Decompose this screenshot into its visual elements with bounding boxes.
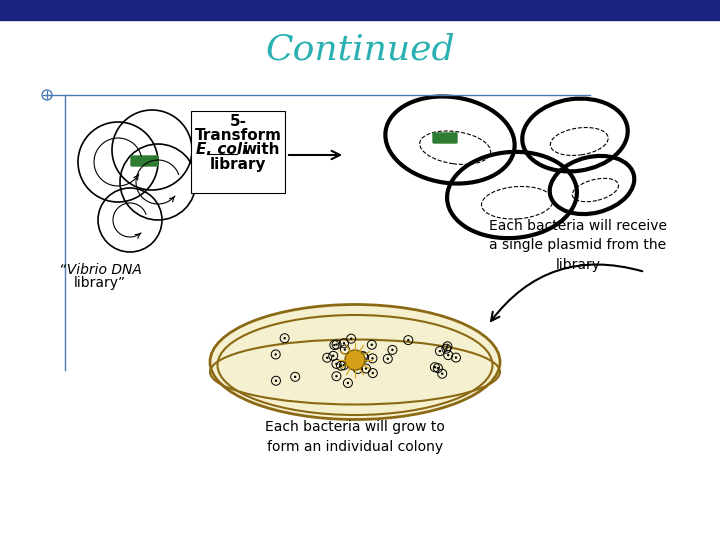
Circle shape (371, 343, 373, 346)
Circle shape (284, 337, 286, 340)
Circle shape (275, 380, 277, 382)
Circle shape (340, 364, 342, 367)
Circle shape (407, 339, 410, 341)
Text: Transform: Transform (194, 129, 282, 144)
Circle shape (441, 373, 444, 375)
Text: Continued: Continued (265, 33, 455, 67)
Circle shape (387, 357, 389, 360)
Circle shape (436, 367, 439, 369)
Circle shape (455, 356, 457, 359)
Text: E. coli: E. coli (197, 143, 248, 158)
Circle shape (350, 338, 352, 340)
Circle shape (365, 367, 367, 370)
Circle shape (294, 376, 297, 378)
Text: Each bacteria will grow to
form an individual colony: Each bacteria will grow to form an indiv… (265, 420, 445, 454)
Circle shape (333, 344, 336, 346)
Circle shape (447, 354, 449, 356)
Circle shape (356, 368, 359, 370)
FancyBboxPatch shape (131, 156, 158, 166)
Circle shape (363, 356, 365, 359)
Circle shape (445, 348, 448, 350)
Ellipse shape (210, 305, 500, 420)
Circle shape (446, 345, 449, 347)
Circle shape (433, 366, 436, 368)
Circle shape (336, 363, 338, 365)
Circle shape (332, 355, 334, 357)
Circle shape (343, 364, 345, 366)
Circle shape (345, 350, 365, 370)
Text: with: with (242, 143, 279, 158)
Circle shape (438, 350, 441, 352)
Text: “Vibrio DNA: “Vibrio DNA (58, 263, 141, 277)
Circle shape (372, 357, 374, 360)
Circle shape (274, 353, 277, 356)
Circle shape (343, 342, 345, 345)
Text: 5-: 5- (230, 114, 246, 130)
Text: library: library (210, 157, 266, 172)
Circle shape (351, 357, 353, 360)
FancyBboxPatch shape (433, 133, 457, 143)
Circle shape (336, 343, 338, 346)
Circle shape (326, 356, 328, 359)
Text: library”: library” (74, 276, 126, 290)
Circle shape (343, 348, 346, 351)
Circle shape (347, 382, 349, 384)
Circle shape (336, 375, 338, 377)
Circle shape (361, 355, 364, 357)
Bar (0, 0, 720, 20)
FancyBboxPatch shape (191, 111, 285, 193)
Circle shape (350, 362, 352, 364)
Circle shape (372, 372, 374, 374)
Text: Each bacteria will receive
a single plasmid from the
library: Each bacteria will receive a single plas… (489, 219, 667, 272)
Circle shape (391, 349, 394, 351)
